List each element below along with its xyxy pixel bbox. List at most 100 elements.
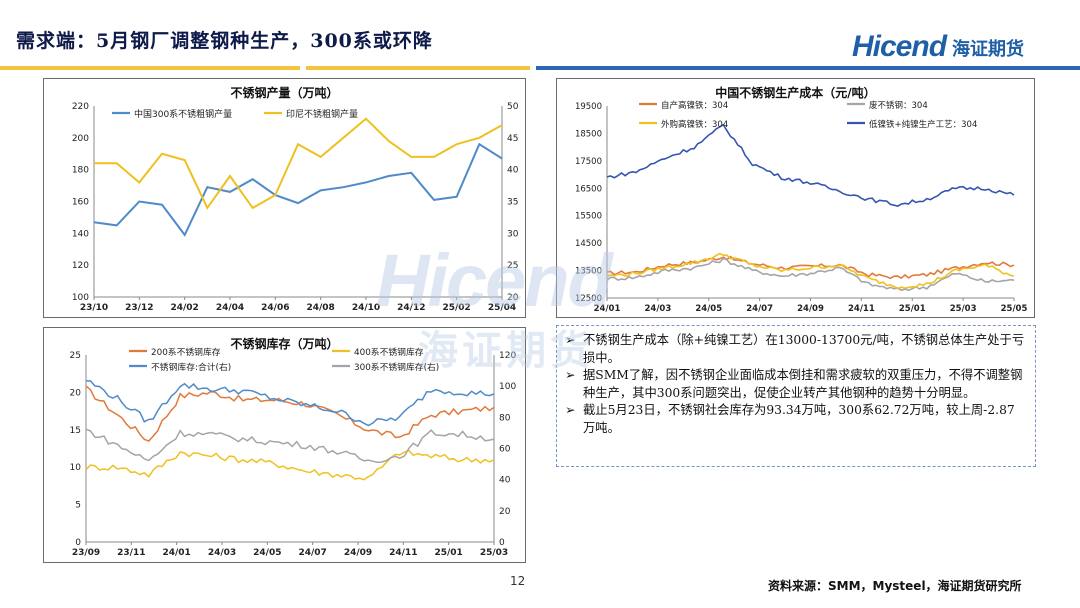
logo-english: Hicend <box>852 30 947 63</box>
production-chart-title: 不锈钢产量（万吨） <box>230 86 339 100</box>
y-tick-label-left: 12500 <box>575 294 602 304</box>
y-tick-label-right: 40 <box>507 166 519 176</box>
legend-label: 不锈钢库存:合计(右) <box>151 361 231 373</box>
x-tick-label: 24/05 <box>695 304 722 314</box>
legend-label: 中国300系不锈粗钢产量 <box>134 108 232 120</box>
watermark-logo-cn: 海证期货 <box>418 328 594 374</box>
x-tick-label: 23/10 <box>80 303 108 313</box>
y-tick-label-right: 100 <box>499 382 516 392</box>
cost-chart-title: 中国不锈钢生产成本（元/吨） <box>715 86 876 100</box>
y-tick-label-right: 60 <box>499 445 511 455</box>
cost-chart-panel: 中国不锈钢生产成本（元/吨） 19500 18500 17500 16500 15500… <box>556 78 1035 318</box>
y-tick-label-left: 20 <box>70 388 82 398</box>
legend-label: 低镍铁+纯镍生产工艺：304 <box>869 119 977 130</box>
series-line-2 <box>85 449 495 481</box>
y-tick-label-right: 45 <box>507 134 518 144</box>
x-tick-label: 25/04 <box>488 303 516 313</box>
y-tick-label-left: 220 <box>72 102 89 112</box>
cost-chart: 19500 18500 17500 16500 15500 14500 13500 12500… <box>575 100 1028 314</box>
x-tick-label: 24/10 <box>352 303 380 313</box>
y-tick-label-left: 10 <box>70 463 82 473</box>
y-tick-label-right: 20 <box>499 507 511 517</box>
legend-label: 废不锈钢：304 <box>869 100 928 111</box>
x-tick-label: 24/01 <box>594 304 621 314</box>
y-tick-label-left: 140 <box>72 229 89 239</box>
series-line-1 <box>93 142 503 237</box>
x-tick-label: 25/02 <box>442 303 470 313</box>
y-tick-label-left: 16500 <box>575 184 602 194</box>
y-tick-label-right: 80 <box>499 413 511 423</box>
x-tick-label: 24/11 <box>848 304 875 314</box>
production-chart: 220 200 180 160 140 120 100 50 45 40 35 30 25 20 23/10… <box>72 102 519 313</box>
header-band-yellow <box>0 66 300 70</box>
production-chart-panel: 不锈钢产量（万吨） 220 200 180 160 140 120 100 50 45 40 35 3… <box>43 78 526 318</box>
x-tick-label: 24/04 <box>216 303 244 313</box>
y-tick-label-left: 15 <box>70 426 81 436</box>
x-tick-label: 24/03 <box>644 304 671 314</box>
inventory-chart-panel: 不锈钢库存（万吨） 25 20 15 10 5 0 120 100 80 60 40 20 0 23/09… <box>43 327 526 563</box>
note-item: ➢ 截止5月23日，不锈钢社会库存为93.34万吨，300系62.72万吨，较上周… <box>565 402 1025 437</box>
y-tick-label-right: 50 <box>507 102 519 112</box>
company-logo: Hicend 海证期货 <box>852 30 1024 64</box>
y-tick-label-left: 14500 <box>575 239 602 249</box>
arrow-bullet-icon: ➢ <box>565 368 576 382</box>
legend-label: 自产高镍铁：304 <box>661 100 728 111</box>
x-tick-label: 24/11 <box>389 548 417 558</box>
y-tick-label-right: 35 <box>507 198 518 208</box>
note-item: ➢ 不锈钢生产成本（除+纯镍工艺）在13000-13700元/吨，不锈钢总体生产处… <box>565 332 1025 367</box>
y-tick-label-right: 20 <box>507 293 519 303</box>
page-number: 12 <box>510 574 526 588</box>
series-line-2 <box>606 257 1015 292</box>
note-text: 截止5月23日，不锈钢社会库存为93.34万吨，300系62.72万吨，较上周-… <box>583 403 1015 435</box>
y-tick-label-left: 13500 <box>575 267 602 277</box>
y-tick-label-left: 5 <box>75 501 81 511</box>
x-tick-label: 24/03 <box>208 548 236 558</box>
x-tick-label: 23/12 <box>125 303 153 313</box>
header-band-blue <box>536 66 1080 70</box>
x-tick-label: 24/09 <box>344 548 372 558</box>
x-tick-label: 23/09 <box>72 548 100 558</box>
legend-label: 400系不锈钢库存 <box>354 346 424 358</box>
watermark-logo: Hicend <box>376 239 613 322</box>
analysis-notes: ➢ 不锈钢生产成本（除+纯镍工艺）在13000-13700元/吨，不锈钢总体生产处… <box>556 325 1036 467</box>
y-tick-label-left: 25 <box>70 351 81 361</box>
y-tick-label-left: 180 <box>72 166 89 176</box>
note-text: 不锈钢生产成本（除+纯镍工艺）在13000-13700元/吨，不锈钢总体生产处于… <box>583 333 1025 365</box>
series-line-2 <box>94 117 503 210</box>
x-tick-label: 24/02 <box>170 303 198 313</box>
note-item: ➢ 据SMM了解，因不锈钢企业面临成本倒挂和需求疲软的双重压力，不得不调整钢种生产… <box>565 367 1025 402</box>
x-tick-label: 25/05 <box>1001 304 1028 314</box>
y-tick-label-right: 120 <box>499 351 516 361</box>
legend-label: 外购高镍铁：304 <box>661 119 728 130</box>
legend-label: 300系不锈钢库存(右) <box>354 361 439 373</box>
y-tick-label-left: 19500 <box>575 102 602 112</box>
legend-label: 印尼不锈粗钢产量 <box>286 108 358 120</box>
y-tick-label-right: 25 <box>507 261 518 271</box>
page-title: 需求端：5月钢厂调整钢种生产，300系或环降 <box>16 30 433 52</box>
y-tick-label-left: 200 <box>72 134 89 144</box>
x-tick-label: 24/01 <box>162 548 190 558</box>
series-line-3 <box>606 252 1015 290</box>
y-tick-label-right: 30 <box>507 229 519 239</box>
header-band-yellow-2 <box>306 66 530 70</box>
legend-label: 200系不锈钢库存 <box>151 346 221 358</box>
series-line-1 <box>85 385 495 442</box>
x-tick-label: 25/03 <box>480 548 508 558</box>
y-tick-label-left: 0 <box>75 538 81 548</box>
data-source: 资料来源：SMM，Mysteel，海证期货研究所 <box>768 579 1022 593</box>
x-tick-label: 24/08 <box>306 303 334 313</box>
series-line-4 <box>85 428 495 464</box>
y-tick-label-left: 160 <box>72 198 89 208</box>
x-tick-label: 24/09 <box>797 304 824 314</box>
y-tick-label-left: 17500 <box>575 157 602 167</box>
x-tick-label: 23/11 <box>117 548 145 558</box>
inventory-chart-title: 不锈钢库存（万吨） <box>230 337 339 351</box>
y-tick-label-left: 15500 <box>575 212 602 222</box>
y-tick-label-left: 120 <box>72 261 89 271</box>
x-tick-label: 24/07 <box>298 548 326 558</box>
series-line-1 <box>606 255 1015 280</box>
x-tick-label: 25/01 <box>899 304 926 314</box>
arrow-bullet-icon: ➢ <box>565 403 576 417</box>
x-tick-label: 24/12 <box>397 303 425 313</box>
